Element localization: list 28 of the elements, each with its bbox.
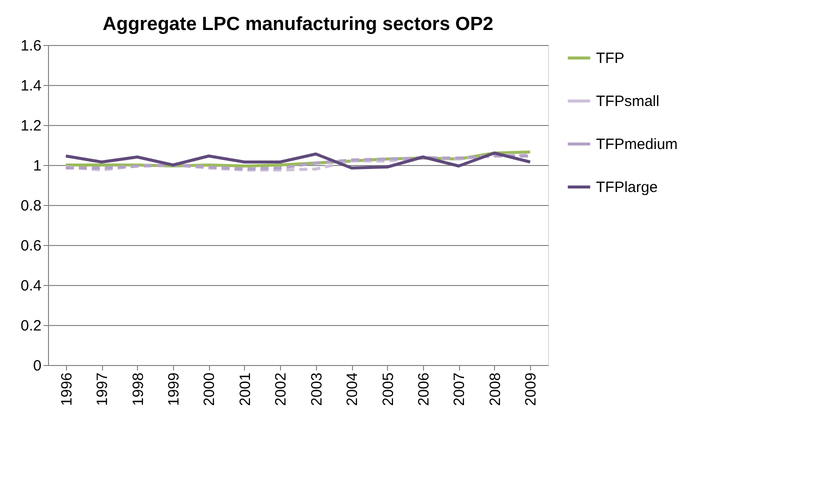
- x-tick-label: 2004: [344, 372, 362, 406]
- y-tick-label: 1: [33, 158, 42, 174]
- x-tick-label: 2005: [380, 372, 397, 406]
- x-tick-label: 1998: [130, 372, 147, 406]
- y-tick-label: 0.6: [20, 238, 42, 254]
- x-tick-label: 2009: [522, 372, 540, 406]
- x-tick-label: 2006: [416, 372, 432, 406]
- legend-label: TFPmedium: [596, 136, 678, 153]
- legend-label: TFP: [596, 50, 624, 67]
- y-tick-label: 1.6: [20, 38, 42, 54]
- y-tick-label: 0.8: [20, 198, 42, 214]
- y-tick-label: 0.4: [20, 278, 42, 294]
- x-tick-label: 2003: [308, 372, 326, 406]
- y-tick-label: 0: [33, 358, 42, 374]
- x-tick-label: 2001: [236, 372, 254, 406]
- x-tick-label: 1999: [166, 372, 182, 406]
- x-tick-label: 1997: [94, 372, 112, 406]
- y-tick-label: 1.4: [20, 78, 42, 94]
- x-tick-label: 2002: [272, 372, 290, 406]
- x-tick-label: 1996: [58, 372, 76, 406]
- y-tick-label: 1.2: [20, 118, 42, 134]
- y-tick-label: 0.2: [20, 318, 42, 334]
- x-tick-label: 2000: [201, 372, 218, 406]
- legend-label: TFPsmall: [596, 93, 660, 110]
- chart-title: Aggregate LPC manufacturing sectors OP2: [102, 14, 494, 35]
- x-tick-label: 2007: [451, 372, 468, 406]
- legend-label: TFPlarge: [596, 179, 658, 196]
- x-tick-label: 2008: [486, 372, 504, 406]
